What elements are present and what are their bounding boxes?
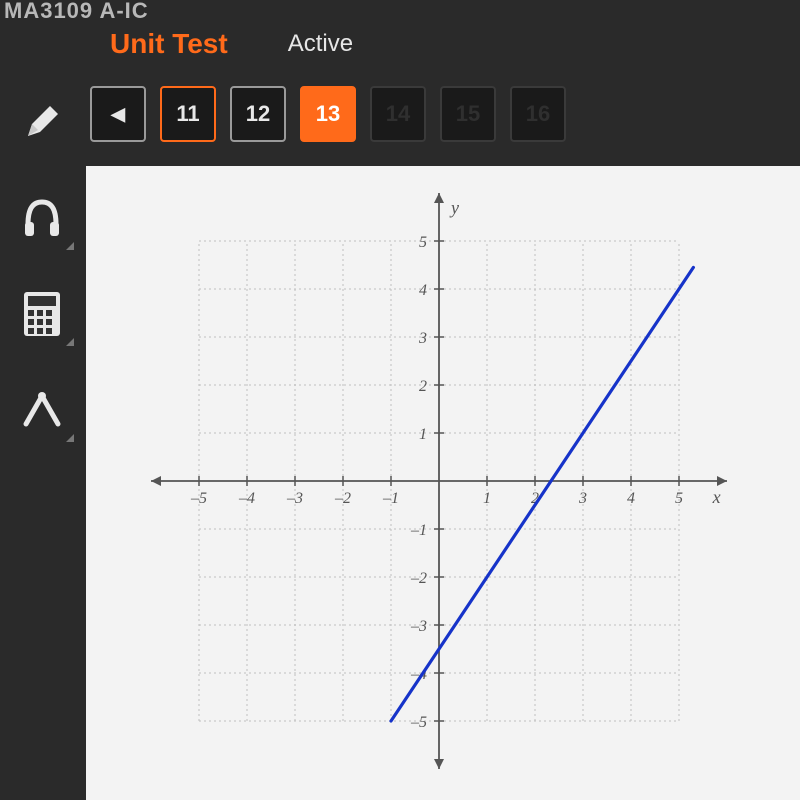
header: Unit Test Active bbox=[110, 28, 353, 60]
svg-text:x: x bbox=[712, 487, 721, 507]
svg-text:1: 1 bbox=[419, 426, 427, 443]
svg-text:–4: –4 bbox=[238, 490, 255, 507]
svg-text:–2: –2 bbox=[410, 570, 427, 587]
graph-svg: –5–5–4–4–3–3–2–2–1–11122334455xy bbox=[144, 186, 734, 776]
headphones-tool[interactable] bbox=[6, 182, 78, 254]
compass-tool[interactable] bbox=[6, 374, 78, 446]
svg-text:3: 3 bbox=[578, 490, 587, 507]
content-area: –5–5–4–4–3–3–2–2–1–11122334455xy bbox=[86, 166, 800, 800]
prev-button[interactable]: ◀ bbox=[90, 86, 146, 142]
page-title: Unit Test bbox=[110, 28, 228, 60]
svg-text:–1: –1 bbox=[382, 490, 399, 507]
question-nav: ◀ 11 12 13 14 15 16 bbox=[90, 86, 566, 142]
svg-text:1: 1 bbox=[483, 490, 491, 507]
svg-text:–3: –3 bbox=[410, 618, 427, 635]
headphones-icon bbox=[18, 194, 66, 242]
svg-text:3: 3 bbox=[418, 330, 427, 347]
svg-text:–1: –1 bbox=[410, 522, 427, 539]
pencil-tool[interactable] bbox=[6, 86, 78, 158]
svg-text:5: 5 bbox=[419, 234, 427, 251]
svg-text:–3: –3 bbox=[286, 490, 303, 507]
svg-text:5: 5 bbox=[675, 490, 683, 507]
question-12[interactable]: 12 bbox=[230, 86, 286, 142]
calculator-tool[interactable] bbox=[6, 278, 78, 350]
question-11[interactable]: 11 bbox=[160, 86, 216, 142]
calculator-icon bbox=[22, 290, 62, 338]
question-14[interactable]: 14 bbox=[370, 86, 426, 142]
svg-text:4: 4 bbox=[419, 282, 427, 299]
toolbar bbox=[6, 86, 78, 446]
course-title: MA3109 A-IC bbox=[4, 0, 149, 24]
pencil-icon bbox=[20, 100, 64, 144]
question-15[interactable]: 15 bbox=[440, 86, 496, 142]
question-16[interactable]: 16 bbox=[510, 86, 566, 142]
svg-text:–5: –5 bbox=[410, 714, 427, 731]
svg-text:4: 4 bbox=[627, 490, 635, 507]
question-13[interactable]: 13 bbox=[300, 86, 356, 142]
svg-text:2: 2 bbox=[419, 378, 427, 395]
svg-text:–5: –5 bbox=[190, 490, 207, 507]
compass-icon bbox=[18, 390, 66, 430]
svg-text:–2: –2 bbox=[334, 490, 351, 507]
svg-text:y: y bbox=[449, 197, 459, 217]
status-label: Active bbox=[288, 30, 353, 58]
coordinate-graph: –5–5–4–4–3–3–2–2–1–11122334455xy bbox=[144, 186, 734, 776]
